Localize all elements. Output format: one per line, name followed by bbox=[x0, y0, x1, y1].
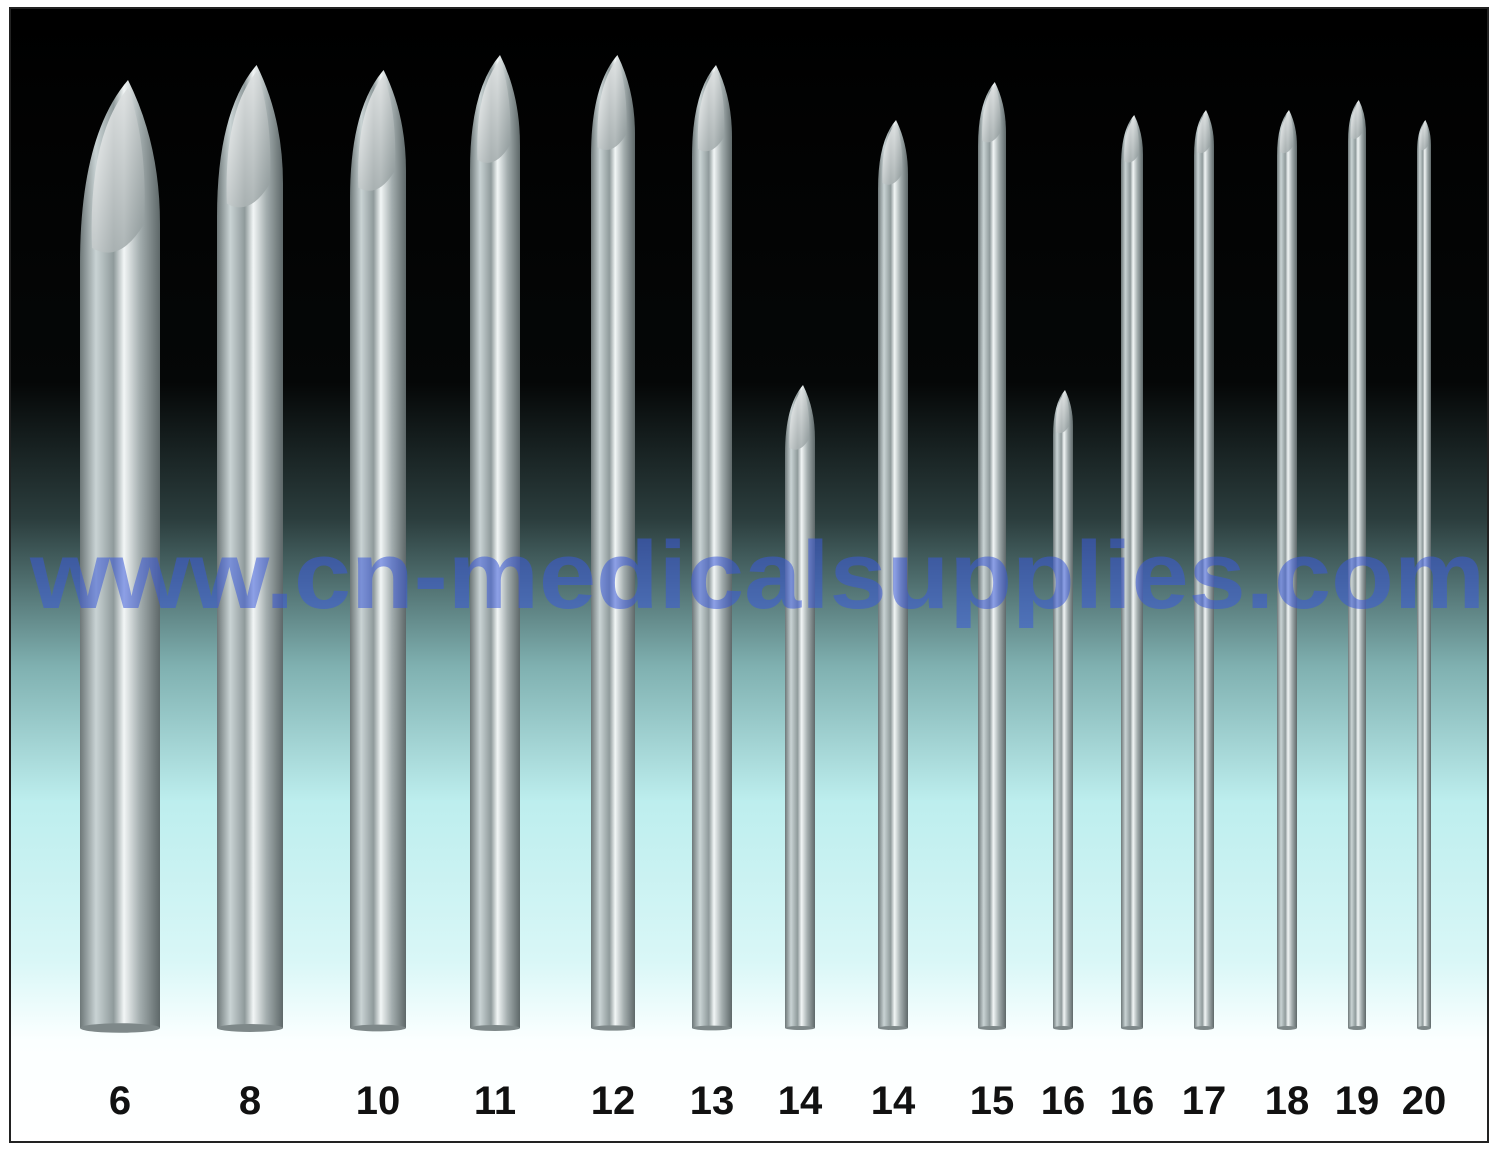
gauge-label: 20 bbox=[1402, 1079, 1447, 1123]
needle bbox=[978, 82, 1006, 1028]
needle bbox=[1348, 100, 1366, 1028]
needle-end bbox=[80, 1023, 160, 1033]
gauge-label: 13 bbox=[690, 1079, 735, 1123]
needle-bevel bbox=[1124, 117, 1139, 163]
needle bbox=[1053, 390, 1073, 1028]
gauge-label: 12 bbox=[591, 1079, 636, 1123]
needle-end bbox=[785, 1026, 815, 1030]
gauge-label: 14 bbox=[778, 1079, 823, 1123]
needle bbox=[80, 80, 160, 1028]
gauge-label: 19 bbox=[1335, 1079, 1380, 1123]
needle-bevel bbox=[1196, 112, 1211, 154]
gauge-label: 10 bbox=[356, 1079, 401, 1123]
needle bbox=[1194, 110, 1214, 1028]
gauge-label: 17 bbox=[1182, 1079, 1227, 1123]
needle-bevel bbox=[697, 69, 725, 152]
needle bbox=[1417, 120, 1431, 1028]
gauge-label: 8 bbox=[239, 1079, 261, 1123]
needle-end bbox=[692, 1025, 732, 1031]
needle-end bbox=[1121, 1026, 1143, 1030]
needle bbox=[878, 120, 908, 1028]
needle-bevel bbox=[1279, 112, 1294, 154]
needle-bevel bbox=[1350, 101, 1363, 139]
needle bbox=[470, 55, 520, 1028]
watermark: www.cn-medicalsupplies.com bbox=[29, 522, 1485, 629]
gauge-label: 6 bbox=[109, 1079, 131, 1123]
needle bbox=[591, 55, 635, 1028]
needle-end bbox=[1277, 1026, 1297, 1030]
needle-end bbox=[978, 1026, 1006, 1030]
needle-bevel bbox=[226, 71, 271, 208]
needle-bevel bbox=[91, 88, 145, 253]
needle-end bbox=[591, 1025, 635, 1031]
needle-end bbox=[350, 1024, 406, 1032]
needle-bevel bbox=[789, 388, 810, 450]
needle bbox=[350, 70, 406, 1028]
needle-end bbox=[1348, 1026, 1366, 1030]
gauge-labels: 6 8 10 11 12 13 14 14 15 16 16 17 18 19 20 bbox=[109, 1079, 1446, 1123]
gauge-label: 18 bbox=[1265, 1079, 1310, 1123]
needles bbox=[80, 55, 1431, 1033]
needle-end bbox=[1417, 1026, 1431, 1030]
needle bbox=[1277, 110, 1297, 1028]
needle-bevel bbox=[597, 59, 627, 150]
needle-end bbox=[1194, 1026, 1214, 1030]
gauge-label: 15 bbox=[970, 1079, 1015, 1123]
needle-end bbox=[878, 1026, 908, 1030]
needle bbox=[785, 385, 815, 1028]
gauge-label: 16 bbox=[1041, 1079, 1086, 1123]
gauge-label: 14 bbox=[871, 1079, 916, 1123]
needle bbox=[692, 65, 732, 1028]
needle-end bbox=[470, 1025, 520, 1031]
needle bbox=[1121, 115, 1143, 1028]
needle-bevel bbox=[1055, 392, 1070, 434]
needle-end bbox=[1053, 1026, 1073, 1030]
needle-bevel bbox=[477, 60, 511, 163]
needle-end bbox=[217, 1024, 283, 1032]
needle bbox=[217, 65, 283, 1028]
needle-bevel bbox=[358, 75, 396, 191]
gauge-label: 16 bbox=[1110, 1079, 1155, 1123]
needle-bevel bbox=[882, 123, 903, 185]
needle-bevel bbox=[982, 84, 1001, 143]
gauge-label: 11 bbox=[474, 1079, 516, 1123]
needle-bevel bbox=[1419, 121, 1429, 151]
